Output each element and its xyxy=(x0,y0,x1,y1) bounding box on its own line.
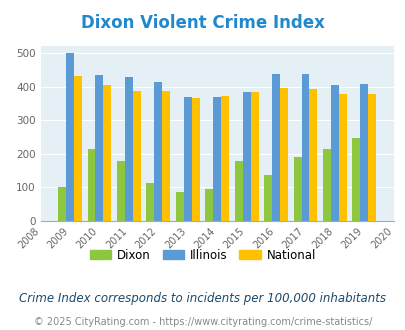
Bar xyxy=(205,189,213,221)
Bar xyxy=(234,161,242,221)
Bar xyxy=(242,92,250,221)
Text: © 2025 CityRating.com - https://www.cityrating.com/crime-statistics/: © 2025 CityRating.com - https://www.city… xyxy=(34,317,371,327)
Bar xyxy=(183,97,191,221)
Bar xyxy=(221,96,228,221)
Bar xyxy=(309,88,317,221)
Bar xyxy=(132,91,141,221)
Bar xyxy=(264,175,271,221)
Bar xyxy=(66,53,74,221)
Bar xyxy=(367,94,375,221)
Bar xyxy=(154,82,162,221)
Bar xyxy=(322,149,330,221)
Bar xyxy=(95,75,103,221)
Text: Dixon Violent Crime Index: Dixon Violent Crime Index xyxy=(81,14,324,32)
Bar xyxy=(213,97,221,221)
Bar xyxy=(125,77,132,221)
Bar xyxy=(271,74,279,221)
Bar xyxy=(103,85,111,221)
Bar xyxy=(250,92,258,221)
Bar xyxy=(360,83,367,221)
Bar xyxy=(279,87,287,221)
Bar xyxy=(352,138,360,221)
Bar xyxy=(117,161,125,221)
Legend: Dixon, Illinois, National: Dixon, Illinois, National xyxy=(85,244,320,266)
Bar xyxy=(301,74,309,221)
Bar xyxy=(175,192,183,221)
Bar xyxy=(146,183,154,221)
Bar xyxy=(191,98,199,221)
Bar xyxy=(330,85,338,221)
Bar xyxy=(87,149,95,221)
Bar xyxy=(74,76,82,221)
Bar xyxy=(293,157,301,221)
Text: Crime Index corresponds to incidents per 100,000 inhabitants: Crime Index corresponds to incidents per… xyxy=(19,292,386,305)
Bar xyxy=(162,91,170,221)
Bar xyxy=(338,94,346,221)
Bar xyxy=(58,187,66,221)
